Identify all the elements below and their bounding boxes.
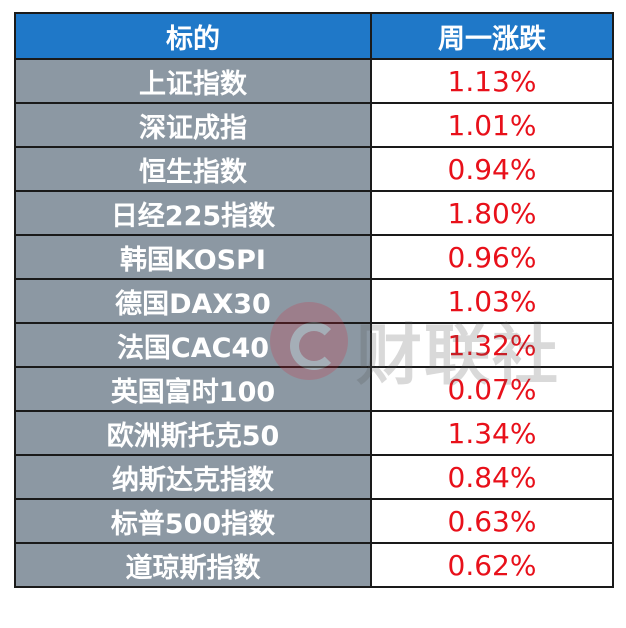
index-name-cell: 日经225指数 [14, 190, 372, 236]
index-name-cell: 上证指数 [14, 58, 372, 104]
change-value-cell: 0.63% [370, 498, 614, 544]
table-row: 英国富时100 0.07% [14, 366, 614, 412]
table-row: 韩国KOSPI 0.96% [14, 234, 614, 280]
change-value-cell: 1.03% [370, 278, 614, 324]
change-value-cell: 1.34% [370, 410, 614, 456]
header-index-name: 标的 [14, 12, 372, 60]
table-row: 纳斯达克指数 0.84% [14, 454, 614, 500]
change-value-cell: 1.13% [370, 58, 614, 104]
index-name-cell: 标普500指数 [14, 498, 372, 544]
table-row: 道琼斯指数 0.62% [14, 542, 614, 588]
index-name-cell: 韩国KOSPI [14, 234, 372, 280]
index-name-cell: 道琼斯指数 [14, 542, 372, 588]
header-monday-change: 周一涨跌 [370, 12, 614, 60]
table-header-row: 标的 周一涨跌 [14, 12, 614, 60]
table-row: 恒生指数 0.94% [14, 146, 614, 192]
table-row: 日经225指数 1.80% [14, 190, 614, 236]
index-name-cell: 法国CAC40 [14, 322, 372, 368]
change-value-cell: 0.94% [370, 146, 614, 192]
index-name-cell: 德国DAX30 [14, 278, 372, 324]
change-value-cell: 0.96% [370, 234, 614, 280]
table-row: 法国CAC40 1.32% [14, 322, 614, 368]
table-row: 上证指数 1.13% [14, 58, 614, 104]
index-name-cell: 纳斯达克指数 [14, 454, 372, 500]
index-name-cell: 欧洲斯托克50 [14, 410, 372, 456]
table-row: 标普500指数 0.63% [14, 498, 614, 544]
change-value-cell: 0.62% [370, 542, 614, 588]
index-name-cell: 恒生指数 [14, 146, 372, 192]
index-name-cell: 深证成指 [14, 102, 372, 148]
change-value-cell: 1.01% [370, 102, 614, 148]
change-value-cell: 0.07% [370, 366, 614, 412]
change-value-cell: 1.32% [370, 322, 614, 368]
change-value-cell: 0.84% [370, 454, 614, 500]
index-change-table: 标的 周一涨跌 上证指数 1.13% 深证成指 1.01% 恒生指数 0.94%… [14, 12, 614, 588]
table-row: 欧洲斯托克50 1.34% [14, 410, 614, 456]
change-value-cell: 1.80% [370, 190, 614, 236]
table-row: 德国DAX30 1.03% [14, 278, 614, 324]
table-row: 深证成指 1.01% [14, 102, 614, 148]
index-name-cell: 英国富时100 [14, 366, 372, 412]
